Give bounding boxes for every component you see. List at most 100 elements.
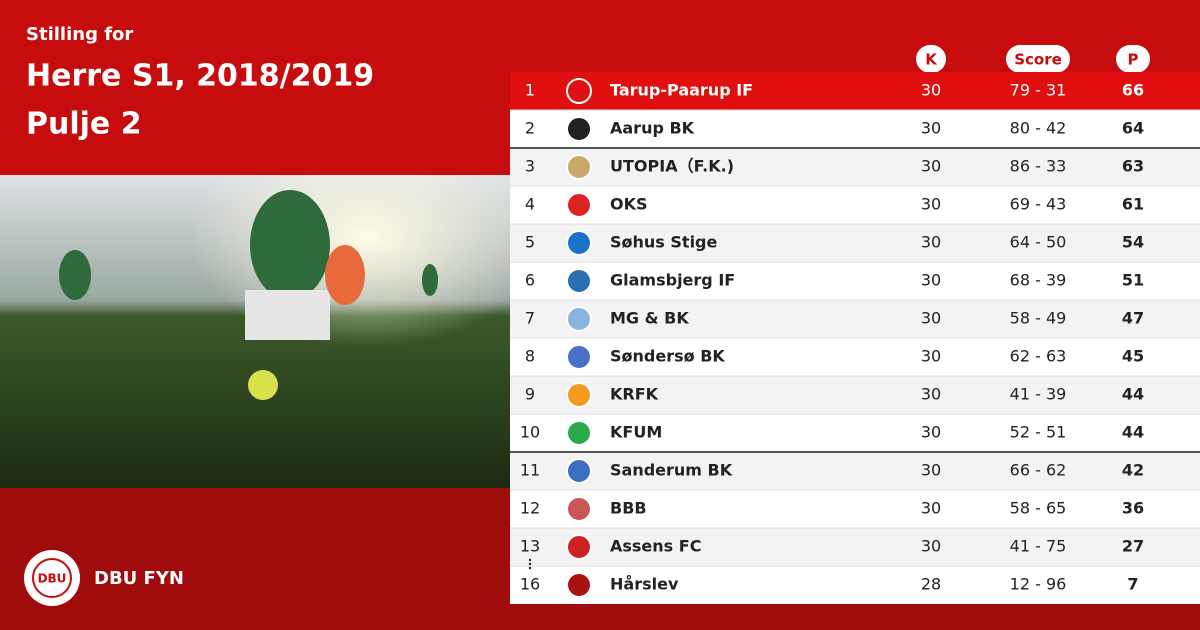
score: 12 - 96: [1010, 575, 1067, 594]
points: 7: [1127, 575, 1138, 594]
standings-table: K Score P 1 Tarup-Paarup IF 30 79 - 31 66 2 Aarup…: [510, 45, 1200, 604]
table-row: [510, 338, 1200, 376]
table-row: [510, 262, 1200, 300]
points: 63: [1122, 157, 1144, 176]
points: 36: [1122, 499, 1144, 518]
team-logo: [566, 572, 592, 598]
team-name: UTOPIA（F.K.): [610, 157, 734, 176]
matches: 30: [921, 233, 941, 252]
team-name: OKS: [610, 195, 648, 214]
matches: 30: [921, 157, 941, 176]
matches: 30: [921, 195, 941, 214]
gap-dot: [528, 566, 532, 570]
rank: 11: [520, 461, 540, 480]
team-name: BBB: [610, 499, 647, 518]
score: 66 - 62: [1010, 461, 1067, 480]
score: 69 - 43: [1010, 195, 1067, 214]
team-logo: [566, 268, 592, 294]
table-row: [510, 376, 1200, 414]
column-header: K: [925, 51, 938, 69]
points: 64: [1122, 119, 1144, 138]
points: 47: [1122, 309, 1144, 328]
matches: 30: [921, 499, 941, 518]
rank: 3: [525, 157, 535, 176]
table-row: [510, 490, 1200, 528]
team-logo: [566, 154, 592, 180]
points: 27: [1122, 537, 1144, 556]
team-logo: [566, 496, 592, 522]
team-name: Hårslev: [610, 575, 679, 594]
score: 79 - 31: [1010, 81, 1067, 100]
table-row: [510, 224, 1200, 262]
team-name: MG & BK: [610, 309, 689, 328]
team-logo: [566, 420, 592, 446]
matches: 30: [921, 385, 941, 404]
rank: 13: [520, 537, 540, 556]
team-name: Søhus Stige: [610, 233, 718, 252]
rank: 6: [525, 271, 535, 290]
points: 44: [1122, 385, 1144, 404]
points: 54: [1122, 233, 1144, 252]
rank: 4: [525, 195, 535, 214]
rank: 12: [520, 499, 540, 518]
team-name: Tarup-Paarup IF: [610, 81, 753, 100]
gap-dot: [528, 562, 532, 566]
matches: 30: [921, 309, 941, 328]
team-logo: [566, 534, 592, 560]
score: 86 - 33: [1010, 157, 1067, 176]
rank: 7: [525, 309, 535, 328]
points: 45: [1122, 347, 1144, 366]
points: 42: [1122, 461, 1144, 480]
score: 62 - 63: [1010, 347, 1067, 366]
team-logo: [566, 458, 592, 484]
team-logo: [566, 192, 592, 218]
rank: 2: [525, 119, 535, 138]
matches: 30: [921, 537, 941, 556]
rank: 1: [525, 81, 535, 100]
rank: 8: [525, 347, 535, 366]
team-logo: [566, 382, 592, 408]
team-name: KFUM: [610, 423, 662, 442]
matches: 28: [921, 575, 941, 594]
table-row: [510, 148, 1200, 186]
team-name: Søndersø BK: [610, 347, 725, 366]
points: 61: [1122, 195, 1144, 214]
points: 66: [1122, 81, 1144, 100]
rank: 10: [520, 423, 540, 442]
score: 80 - 42: [1010, 119, 1067, 138]
score: 52 - 51: [1010, 423, 1067, 442]
team-name: Assens FC: [610, 537, 701, 556]
matches: 30: [921, 81, 941, 100]
column-header: Score: [1014, 51, 1062, 69]
team-name: Sanderum BK: [610, 461, 733, 480]
rank: 9: [525, 385, 535, 404]
footer-band: [0, 488, 510, 630]
team-name: Aarup BK: [610, 119, 695, 138]
table-row: [510, 566, 1200, 604]
score: 68 - 39: [1010, 271, 1067, 290]
table-row: [510, 300, 1200, 338]
matches: 30: [921, 423, 941, 442]
dbu-logo: DBU: [24, 550, 80, 606]
score: 64 - 50: [1010, 233, 1067, 252]
photo: [0, 175, 510, 488]
table-row: [510, 414, 1200, 452]
score: 58 - 65: [1010, 499, 1067, 518]
score: 41 - 39: [1010, 385, 1067, 404]
table-row: [510, 72, 1200, 110]
title-line: Herre S1, 2018/2019: [26, 59, 374, 94]
points: 44: [1122, 423, 1144, 442]
score: 41 - 75: [1010, 537, 1067, 556]
column-badge: [1006, 45, 1070, 73]
table-row: [510, 186, 1200, 224]
matches: 30: [921, 347, 941, 366]
team-logo: [566, 230, 592, 256]
matches: 30: [921, 461, 941, 480]
column-badge: [1116, 45, 1150, 73]
rank: 5: [525, 233, 535, 252]
gap-dot: [528, 558, 532, 562]
title-line: Pulje 2: [26, 107, 142, 142]
team-name: Glamsbjerg IF: [610, 271, 735, 290]
points: 51: [1122, 271, 1144, 290]
